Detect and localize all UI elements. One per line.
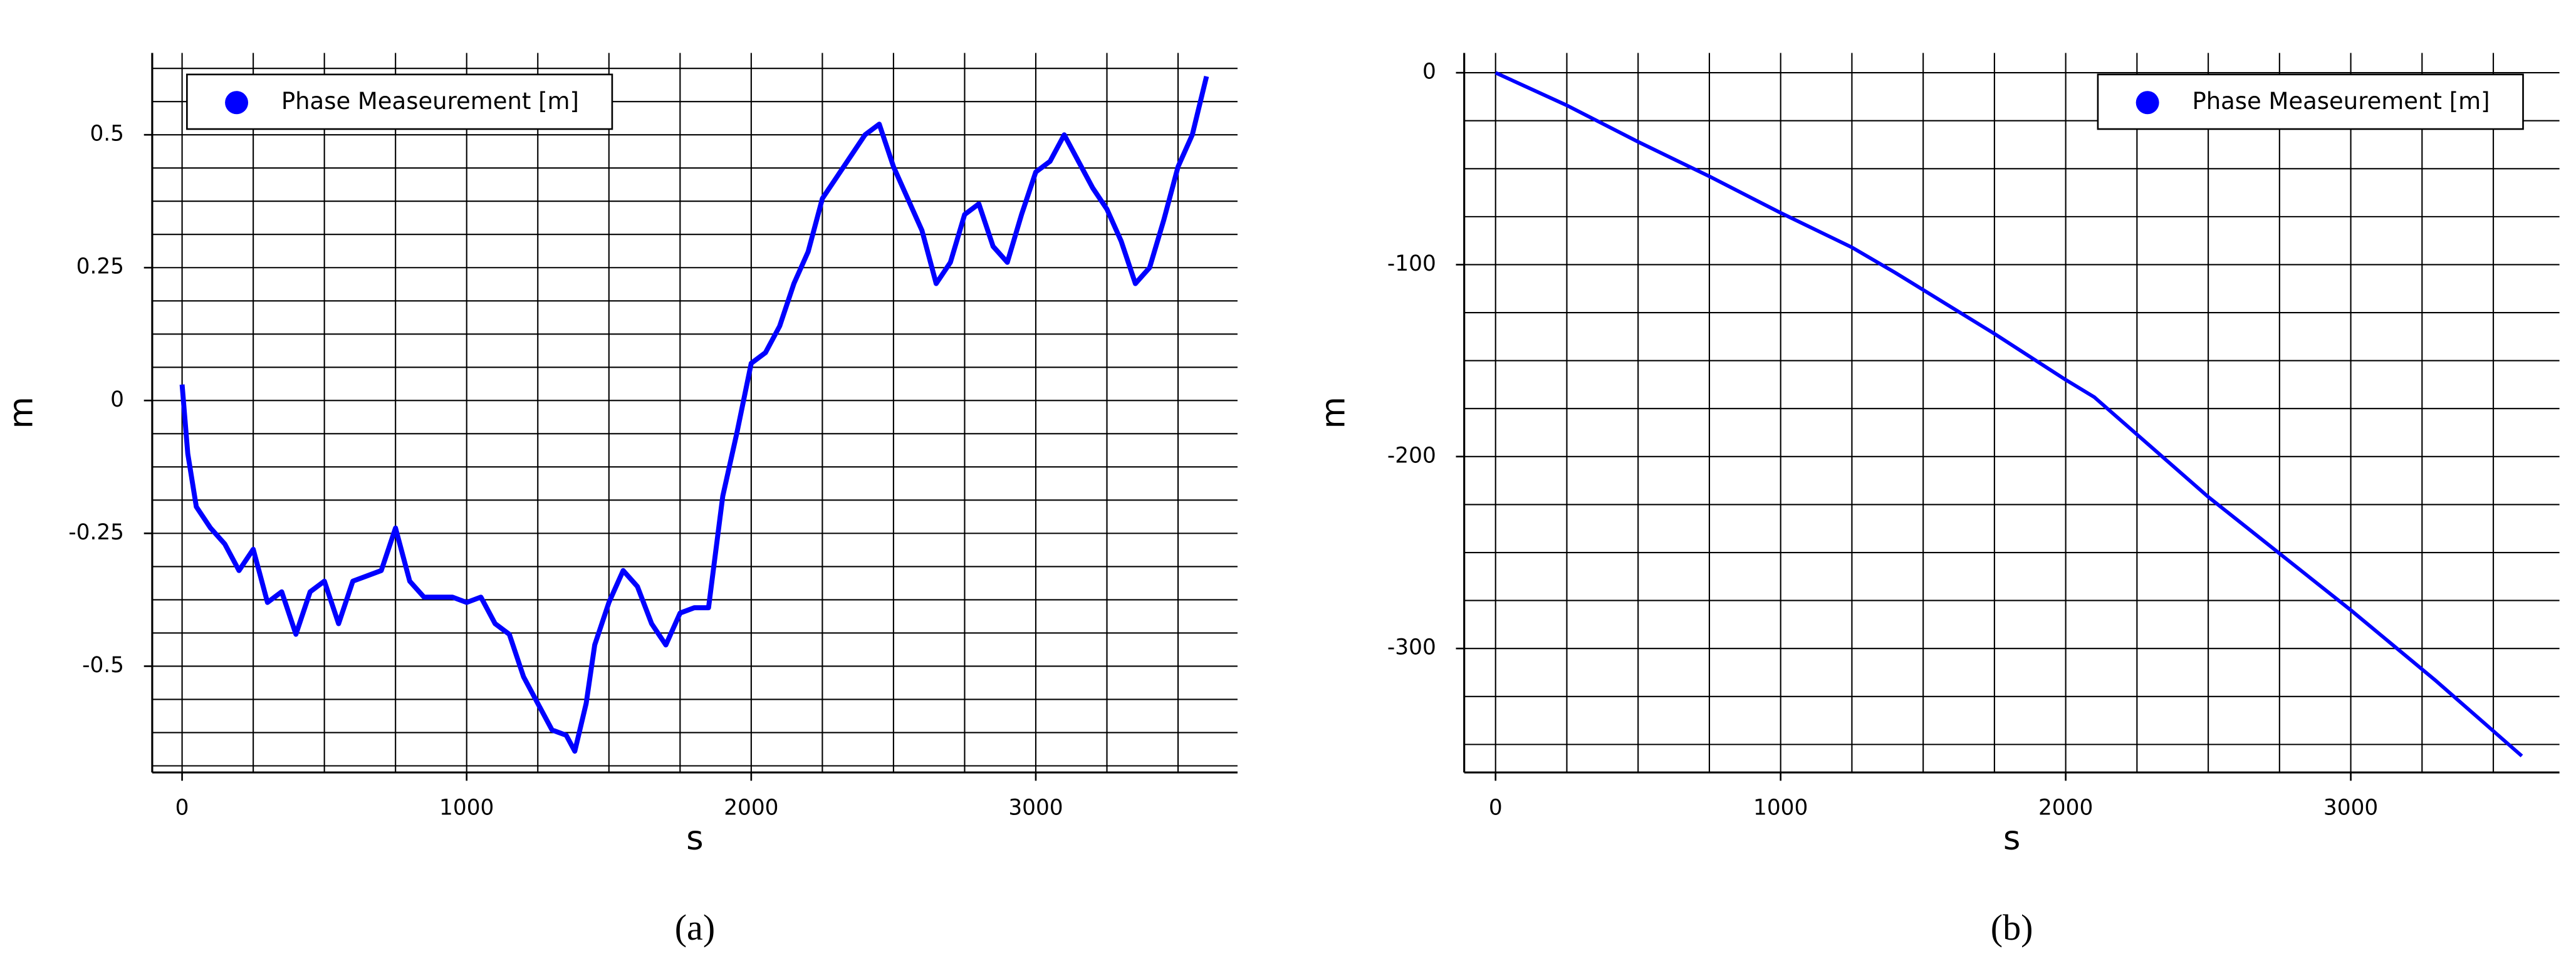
data-line	[179, 75, 1209, 754]
y-tick-label: 0	[110, 387, 124, 412]
y-tick-label: -300	[1387, 635, 1436, 660]
y-tick-label: 0	[1422, 60, 1436, 85]
legend-label: Phase Measeurement [m]	[2192, 88, 2490, 115]
caption: (b)	[1991, 907, 2033, 948]
y-tick-label: -200	[1387, 443, 1436, 468]
y-tick-label: -100	[1387, 251, 1436, 276]
y-axis-label: m	[3, 397, 41, 428]
legend-box	[186, 73, 613, 130]
x-tick-label: 2000	[2038, 796, 2093, 821]
x-tick-label: 3000	[1008, 796, 1063, 821]
x-tick-label: 0	[175, 796, 189, 821]
y-tick-label: -0.5	[82, 653, 124, 678]
x-tick-label: 0	[1489, 796, 1503, 821]
legend-marker	[225, 91, 249, 115]
y-axis-label: m	[1314, 397, 1352, 428]
legend-label: Phase Measeurement [m]	[281, 88, 579, 115]
caption: (a)	[675, 907, 715, 948]
y-tick-label: 0.5	[90, 122, 124, 147]
x-tick-label: 1000	[1753, 796, 1808, 821]
x-axis-label: s	[686, 819, 704, 858]
data-line	[1494, 71, 2523, 757]
y-tick-label: 0.25	[76, 254, 124, 279]
x-tick-label: 2000	[724, 796, 778, 821]
x-tick-label: 3000	[2323, 796, 2378, 821]
chart-panel: 0 1000 2000 3000 -0.5 -0.25 0 0.25 0.5 s m (a) Phase…	[3, 53, 1238, 948]
legend-marker	[2135, 91, 2159, 115]
legend: Phase Measeurement [m]	[186, 73, 613, 130]
chart-panel: 0 1000 2000 3000 -300 -200 -100 0 s m (b) Phase Mea…	[1314, 53, 2560, 948]
legend: Phase Measeurement [m]	[2097, 73, 2524, 130]
legend-box	[2097, 73, 2524, 130]
x-tick-label: 1000	[439, 796, 494, 821]
x-axis-label: s	[2003, 819, 2021, 858]
y-tick-label: -0.25	[68, 520, 124, 545]
